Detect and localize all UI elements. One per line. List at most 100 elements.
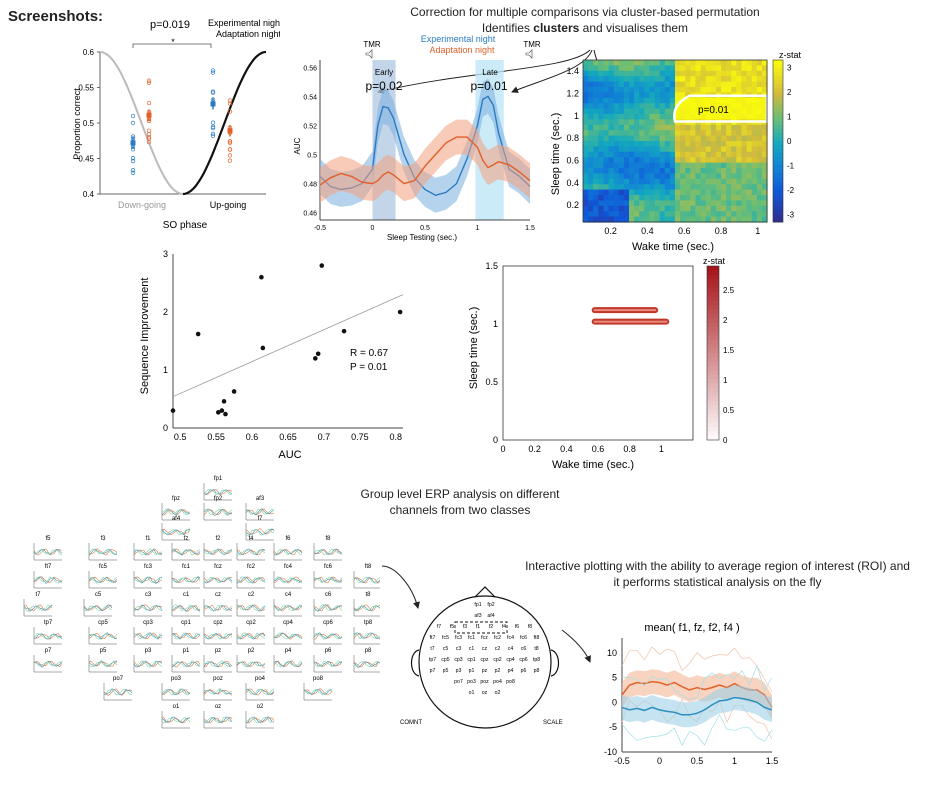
roi-selection-box[interactable] [454, 621, 508, 634]
topoplot-channel[interactable]: t7 [23, 592, 53, 617]
topoplot-channel[interactable]: c6 [313, 592, 343, 617]
topoplot-channel[interactable]: o2 [245, 704, 275, 729]
head-channel-label[interactable]: f4 [502, 624, 506, 630]
topoplot-channel[interactable]: o1 [161, 704, 191, 729]
head-channel-label[interactable]: cp3 [454, 657, 462, 663]
head-channel-label[interactable]: ft7 [430, 635, 436, 641]
head-channel-label[interactable]: fc3 [455, 635, 462, 641]
head-channel-label[interactable]: f5 [450, 624, 454, 630]
topoplot-channel[interactable]: fc5 [88, 564, 118, 589]
head-channel-label[interactable]: poz [480, 679, 489, 685]
topoplot-channel[interactable]: cpz [203, 620, 233, 645]
topoplot-channel[interactable]: po7 [103, 676, 133, 701]
head-channel-label[interactable]: cp2 [493, 657, 501, 663]
head-channel-label[interactable]: p8 [534, 668, 540, 674]
head-channel-label[interactable]: t7 [430, 646, 434, 652]
head-channel-label[interactable]: po3 [467, 679, 476, 685]
topoplot-channel[interactable]: cp4 [273, 620, 303, 645]
head-channel-label[interactable]: c1 [469, 646, 475, 652]
head-channel-label[interactable]: fc6 [520, 635, 527, 641]
head-channel-label[interactable]: p7 [430, 668, 436, 674]
head-channel-label[interactable]: fc5 [442, 635, 449, 641]
topoplot-channel[interactable]: fc2 [236, 564, 266, 589]
topoplot-channel[interactable]: f2 [203, 536, 233, 561]
topoplot-channel[interactable]: tp7 [33, 620, 63, 645]
topoplot-channel[interactable]: c2 [236, 592, 266, 617]
topoplot-channel[interactable]: poz [203, 676, 233, 701]
head-channel-label[interactable]: ft8 [534, 635, 540, 641]
head-channel-label[interactable]: tp7 [429, 657, 436, 663]
head-channel-label[interactable]: af3 [474, 613, 481, 619]
head-channel-label[interactable]: f3 [463, 624, 467, 630]
head-channel-label[interactable]: cpz [480, 657, 488, 663]
topoplot-channel[interactable]: p1 [171, 648, 201, 673]
head-channel-label[interactable]: cp4 [506, 657, 514, 663]
topoplot-channel[interactable]: fcz [203, 564, 233, 589]
head-channel-label[interactable]: p6 [521, 668, 527, 674]
head-channel-label[interactable]: p3 [456, 668, 462, 674]
head-channel-label[interactable]: f1 [476, 624, 480, 630]
topoplot-channel[interactable]: f3 [88, 536, 118, 561]
topoplot-channel[interactable]: cp1 [171, 620, 201, 645]
topoplot-channel[interactable]: cp5 [88, 620, 118, 645]
head-channel-label[interactable]: fp2 [487, 602, 494, 608]
head-channel-label[interactable]: t8 [534, 646, 538, 652]
topoplot-channel[interactable]: fc4 [273, 564, 303, 589]
topoplot-channel[interactable]: fz [171, 536, 201, 561]
topoplot-channel[interactable]: fp2 [203, 496, 233, 521]
topoplot-channel[interactable]: po4 [245, 676, 275, 701]
topoplot-channel[interactable]: af3 [245, 496, 275, 521]
head-channel-label[interactable]: f8 [528, 624, 532, 630]
topoplot-channel[interactable]: pz [203, 648, 233, 673]
head-channel-label[interactable]: po8 [506, 679, 515, 685]
topoplot-channel[interactable]: tp8 [353, 620, 380, 645]
head-channel-label[interactable]: p2 [495, 668, 501, 674]
topoplot-channel[interactable]: c4 [273, 592, 303, 617]
topoplot-channel[interactable]: p8 [353, 648, 380, 673]
topoplot-channel[interactable]: oz [203, 704, 233, 729]
topoplot-channel[interactable]: p5 [88, 648, 118, 673]
topoplot-channel[interactable]: cz [203, 592, 233, 617]
topoplot-channel[interactable]: fp1 [203, 476, 233, 501]
topoplot-channel[interactable]: f6 [273, 536, 303, 561]
topoplot-channel[interactable]: ft8 [353, 564, 380, 589]
topoplot-channel[interactable]: af4 [161, 516, 191, 541]
head-channel-label[interactable]: fc4 [507, 635, 514, 641]
topoplot-channel[interactable]: p3 [133, 648, 163, 673]
topoplot-channel[interactable]: fc1 [171, 564, 201, 589]
head-channel-label[interactable]: p5 [443, 668, 449, 674]
topoplot-channel[interactable]: ft7 [33, 564, 63, 589]
topoplot-channel[interactable]: f8 [313, 536, 343, 561]
topoplot-channel[interactable]: p4 [273, 648, 303, 673]
head-channel-label[interactable]: po7 [454, 679, 463, 685]
head-channel-label[interactable]: c4 [508, 646, 514, 652]
head-channel-label[interactable]: fcz [481, 635, 488, 641]
head-channel-label[interactable]: po4 [493, 679, 502, 685]
topoplot-channel[interactable]: f5 [33, 536, 63, 561]
topoplot-channel[interactable]: fc6 [313, 564, 343, 589]
head-channel-label[interactable]: tp8 [533, 657, 540, 663]
head-channel-label[interactable]: c3 [456, 646, 462, 652]
head-channel-label[interactable]: cp1 [467, 657, 475, 663]
topoplot-channel[interactable]: f7 [245, 516, 275, 541]
head-channel-label[interactable]: cp6 [519, 657, 527, 663]
topoplot-channel[interactable]: fpz [161, 496, 191, 521]
head-channel-label[interactable]: fc2 [494, 635, 501, 641]
head-channel-label[interactable]: fp1 [474, 602, 481, 608]
topoplot-channel[interactable]: p6 [313, 648, 343, 673]
head-channel-label[interactable]: f7 [437, 624, 441, 630]
topoplot-channel[interactable]: c1 [171, 592, 201, 617]
head-channel-label[interactable]: cz [482, 646, 488, 652]
topoplot-channel[interactable]: po3 [161, 676, 191, 701]
topoplot-channel[interactable]: f1 [133, 536, 163, 561]
topoplot-channel[interactable]: f4 [236, 536, 266, 561]
head-channel-label[interactable]: oz [482, 690, 488, 696]
head-channel-label[interactable]: cp5 [441, 657, 449, 663]
head-channel-label[interactable]: f6 [515, 624, 519, 630]
topoplot-channel[interactable]: p7 [33, 648, 63, 673]
topoplot-channel[interactable]: cp3 [133, 620, 163, 645]
head-channel-label[interactable]: o2 [495, 690, 501, 696]
head-channel-label[interactable]: o1 [469, 690, 475, 696]
head-channel-label[interactable]: c6 [521, 646, 527, 652]
head-channel-label[interactable]: pz [482, 668, 488, 674]
